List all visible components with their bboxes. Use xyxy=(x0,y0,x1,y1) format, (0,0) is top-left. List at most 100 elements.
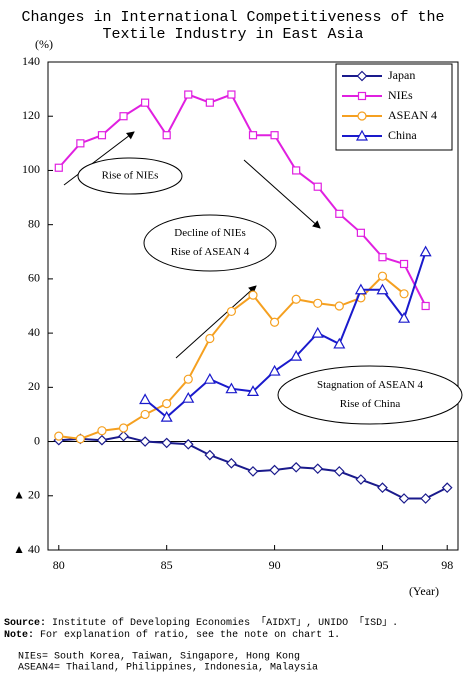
x-axis-label: (Year) xyxy=(409,584,439,598)
x-tick-label: 80 xyxy=(53,558,65,572)
data-point xyxy=(291,294,301,304)
data-point xyxy=(333,466,345,477)
data-point xyxy=(248,131,258,140)
data-point xyxy=(290,349,303,361)
data-point xyxy=(377,482,388,493)
data-point xyxy=(203,372,216,384)
y-tick-label: 60 xyxy=(28,271,40,285)
legend-marker xyxy=(356,70,368,82)
legend-label: Japan xyxy=(388,68,415,82)
footnote-label: Source: xyxy=(4,618,46,629)
footnote: ASEAN4= Thailand, Philippines, Indonesia… xyxy=(18,662,318,674)
data-point xyxy=(246,385,260,396)
data-point xyxy=(419,245,432,257)
data-point xyxy=(311,326,324,338)
data-point xyxy=(75,434,85,444)
footnote: Source: Institute of Developing Economie… xyxy=(4,616,398,629)
data-point xyxy=(312,463,324,475)
annotation-ellipse xyxy=(77,157,183,195)
footnote-text: For explanation of ratio, see the note o… xyxy=(40,629,340,641)
annotation-text: Rise of ASEAN 4 xyxy=(171,246,250,258)
legend-marker xyxy=(357,111,367,121)
data-point xyxy=(226,457,237,469)
footnote-text: Institute of Developing Economies 「AIDXT… xyxy=(52,616,398,629)
data-point xyxy=(139,393,152,405)
data-point xyxy=(313,298,323,308)
annotation-ellipse xyxy=(143,214,277,272)
data-point xyxy=(118,430,129,442)
annotation-text: Rise of China xyxy=(340,398,401,410)
arrow xyxy=(175,285,257,359)
y-tick-label: 0 xyxy=(34,433,40,447)
data-point xyxy=(356,228,365,237)
x-tick-label: 98 xyxy=(441,558,453,572)
data-point xyxy=(377,271,388,281)
y-axis-label: (%) xyxy=(35,37,53,51)
data-point xyxy=(54,163,63,172)
legend-label: NIEs xyxy=(388,88,413,102)
data-point xyxy=(376,283,389,295)
y-tick-label: ▲ 20 xyxy=(13,488,40,502)
data-point xyxy=(225,382,238,394)
data-point xyxy=(313,182,322,191)
data-point xyxy=(205,333,215,344)
legend-marker xyxy=(357,91,367,101)
footnote: NIEs= South Korea, Taiwan, Singapore, Ho… xyxy=(18,651,300,663)
legend-label: ASEAN 4 xyxy=(388,108,437,122)
data-point xyxy=(183,374,193,384)
data-point xyxy=(269,464,280,476)
data-point xyxy=(248,290,258,300)
arrow xyxy=(243,159,321,229)
data-point xyxy=(247,466,259,477)
data-point xyxy=(399,259,409,269)
y-tick-label: 140 xyxy=(22,54,40,68)
data-point xyxy=(421,301,430,311)
data-point xyxy=(334,301,344,311)
legend-marker xyxy=(355,129,369,141)
y-tick-label: ▲ 40 xyxy=(13,542,40,556)
x-tick-label: 90 xyxy=(269,558,281,572)
data-point xyxy=(97,131,107,140)
y-tick-label: 120 xyxy=(22,108,40,122)
plot-frame xyxy=(47,61,459,551)
data-point xyxy=(269,317,280,327)
data-point xyxy=(398,493,410,504)
arrow xyxy=(63,131,135,186)
annotation-text: Decline of NIEs xyxy=(174,227,245,239)
annotation-text: Rise of NIEs xyxy=(102,170,159,182)
data-point xyxy=(182,438,194,450)
legend-label: China xyxy=(388,128,417,142)
data-point xyxy=(161,437,173,449)
data-point xyxy=(160,410,173,422)
annotation-text: Stagnation of ASEAN 4 xyxy=(317,379,424,391)
data-point xyxy=(182,391,195,403)
data-point xyxy=(184,90,193,99)
data-point xyxy=(141,98,150,107)
data-point xyxy=(162,399,172,409)
data-point xyxy=(96,434,108,446)
data-point xyxy=(226,306,237,317)
y-tick-label: 40 xyxy=(28,325,40,339)
data-point xyxy=(76,139,85,148)
x-tick-label: 85 xyxy=(161,558,173,572)
y-tick-label: 20 xyxy=(28,379,40,393)
x-tick-label: 95 xyxy=(376,558,388,572)
data-point xyxy=(268,364,281,376)
data-point xyxy=(420,493,431,504)
data-point xyxy=(118,423,129,433)
footnote: Note: For explanation of ratio, see the … xyxy=(4,629,340,641)
data-point xyxy=(399,289,409,299)
annotation-ellipse xyxy=(277,365,463,425)
data-point xyxy=(54,431,64,441)
data-point xyxy=(140,409,150,420)
data-point xyxy=(139,436,151,447)
data-point xyxy=(335,209,344,218)
data-point xyxy=(378,253,387,262)
chart-title: Changes in International Competitiveness… xyxy=(21,9,444,26)
data-point xyxy=(204,449,216,461)
data-point xyxy=(292,166,301,175)
data-point xyxy=(355,474,367,485)
chart-title: Textile Industry in East Asia xyxy=(102,26,363,43)
data-point xyxy=(290,461,302,473)
